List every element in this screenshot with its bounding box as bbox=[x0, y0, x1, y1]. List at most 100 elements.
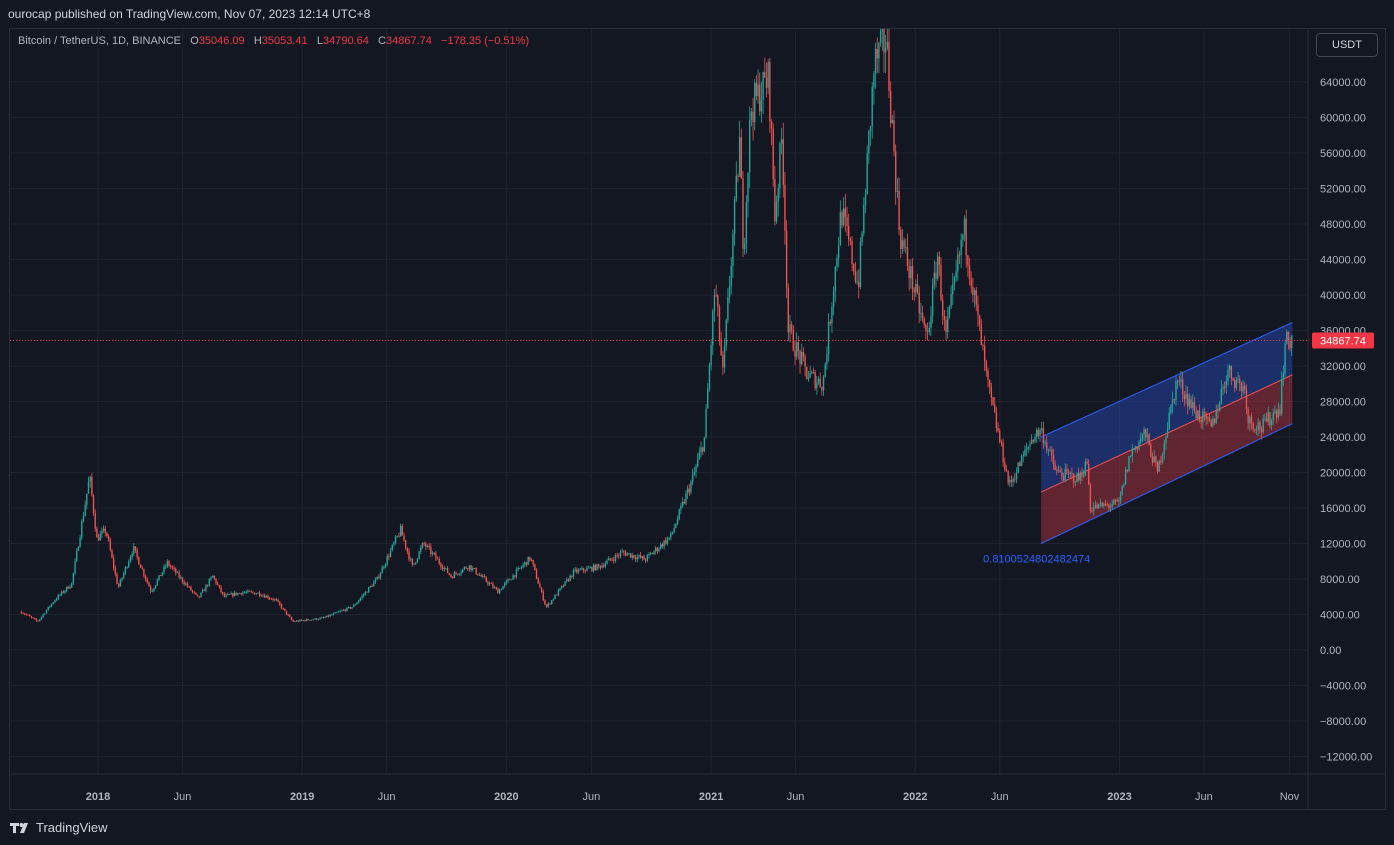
y-tick-label: 64000.00 bbox=[1320, 77, 1366, 89]
candle-body bbox=[601, 565, 603, 568]
candle-body bbox=[839, 212, 842, 246]
candle-body bbox=[357, 600, 360, 603]
candle-body bbox=[478, 575, 481, 576]
candle-body bbox=[594, 564, 597, 571]
candle-body bbox=[1020, 456, 1023, 467]
candle-body bbox=[222, 592, 224, 594]
candle-body bbox=[398, 535, 400, 537]
last-price-label-bg bbox=[1312, 332, 1374, 349]
candle-body bbox=[67, 586, 70, 589]
candle-body bbox=[441, 567, 444, 570]
y-tick-label: 28000.00 bbox=[1320, 397, 1366, 409]
candle-body bbox=[136, 550, 138, 557]
candle-body bbox=[1019, 462, 1021, 467]
candle-body bbox=[963, 218, 966, 235]
candle-body bbox=[1222, 387, 1224, 389]
candle-body bbox=[363, 594, 365, 596]
close-label: C bbox=[378, 35, 386, 47]
candle-body bbox=[856, 281, 858, 283]
candle-body bbox=[604, 563, 607, 567]
candle-body bbox=[722, 355, 724, 368]
candle-body bbox=[809, 372, 811, 378]
candle-body bbox=[302, 620, 304, 622]
candle-body bbox=[1275, 410, 1278, 418]
candle-body bbox=[866, 153, 868, 195]
candle-body bbox=[1240, 382, 1243, 392]
x-tick-label: 2019 bbox=[290, 791, 314, 803]
candle-body bbox=[32, 617, 34, 619]
candle-body bbox=[1237, 379, 1239, 380]
candle-body bbox=[980, 324, 982, 346]
candle-body bbox=[440, 563, 442, 568]
candle-body bbox=[403, 535, 405, 541]
candle-body bbox=[879, 31, 882, 44]
currency-button[interactable]: USDT bbox=[1316, 33, 1378, 57]
candle-body bbox=[238, 592, 241, 594]
candle-body bbox=[258, 592, 261, 596]
candle-body bbox=[634, 557, 637, 560]
change-value: −178.35 (−0.51%) bbox=[441, 35, 530, 47]
candle-body bbox=[116, 574, 118, 585]
candle-body bbox=[896, 190, 899, 192]
candle-body bbox=[185, 583, 187, 585]
candle-body bbox=[1260, 429, 1263, 432]
candle-body bbox=[47, 606, 49, 611]
candle-body bbox=[690, 481, 692, 493]
candle-body bbox=[181, 577, 184, 582]
candle-body bbox=[1027, 446, 1029, 449]
candle-body bbox=[1119, 494, 1122, 501]
candle-body bbox=[621, 551, 623, 553]
candle-body bbox=[873, 74, 875, 87]
candle-body bbox=[450, 574, 452, 578]
y-tick-label: 44000.00 bbox=[1320, 255, 1366, 267]
candle-body bbox=[685, 493, 687, 504]
candle-body bbox=[482, 575, 484, 577]
candle-body bbox=[962, 234, 964, 240]
candle-body bbox=[1279, 409, 1281, 414]
candle-body bbox=[128, 561, 130, 568]
candle-body bbox=[106, 532, 108, 537]
candle-body bbox=[995, 412, 998, 429]
candle-body bbox=[678, 509, 680, 520]
tradingview-brand[interactable]: TradingView bbox=[10, 820, 108, 835]
candle-body bbox=[89, 477, 91, 482]
candle-body bbox=[237, 593, 239, 595]
footer bbox=[0, 814, 1394, 845]
candle-body bbox=[331, 614, 333, 616]
candle-body bbox=[665, 540, 667, 544]
candle-body bbox=[1257, 422, 1259, 430]
candle-body bbox=[1108, 504, 1110, 508]
candle-body bbox=[1138, 441, 1140, 449]
candle-body bbox=[545, 604, 548, 607]
candle-body bbox=[1037, 429, 1040, 436]
candle-body bbox=[228, 594, 231, 596]
candle-body bbox=[255, 593, 258, 595]
candle-body bbox=[1014, 478, 1016, 480]
y-tick-label: −4000.00 bbox=[1320, 681, 1366, 693]
candle-body bbox=[198, 596, 200, 598]
candle-body bbox=[1079, 472, 1082, 481]
candle-body bbox=[903, 240, 905, 248]
candle-body bbox=[62, 591, 65, 593]
candle-body bbox=[572, 570, 575, 577]
candle-body bbox=[561, 585, 563, 589]
candle-body bbox=[557, 590, 560, 596]
grid-lines bbox=[10, 29, 1308, 774]
candle-body bbox=[1203, 411, 1206, 414]
candle-body bbox=[713, 295, 716, 311]
candle-body bbox=[500, 589, 503, 591]
candle-body bbox=[1077, 473, 1080, 481]
candle-body bbox=[519, 568, 521, 569]
chart-pane[interactable] bbox=[9, 28, 1386, 810]
candle-body bbox=[433, 552, 435, 554]
candle-body bbox=[1022, 455, 1024, 457]
candle-body bbox=[747, 172, 749, 203]
candle-body bbox=[631, 554, 633, 558]
symbol-title[interactable]: Bitcoin / TetherUS, 1D, BINANCE bbox=[18, 35, 182, 47]
candle-body bbox=[1093, 507, 1095, 512]
candle-body bbox=[269, 598, 271, 600]
candle-body bbox=[1198, 410, 1201, 421]
candle-body bbox=[1084, 461, 1087, 476]
candle-body bbox=[168, 561, 170, 566]
